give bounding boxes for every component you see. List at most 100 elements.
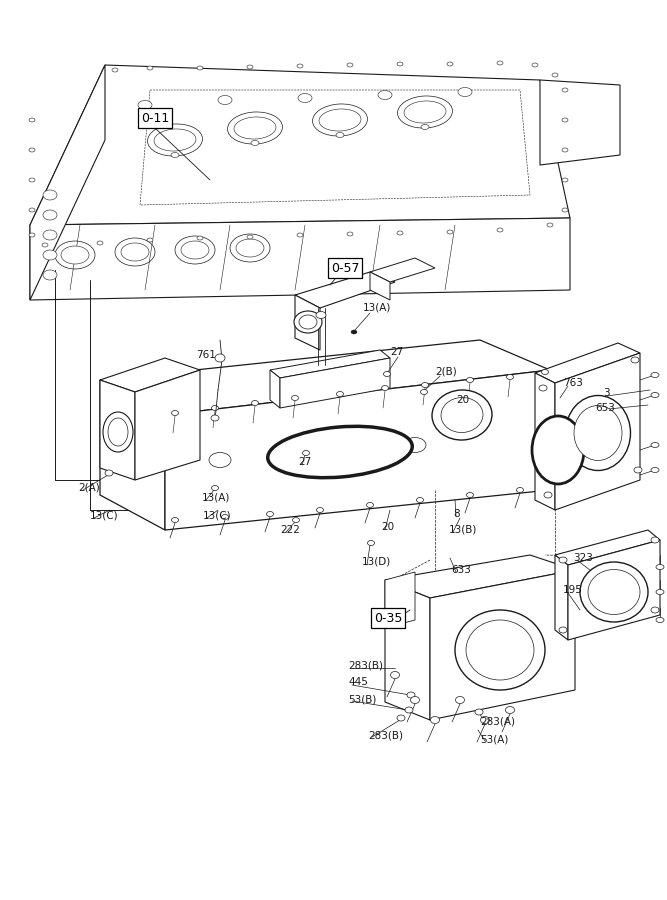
Ellipse shape [651, 373, 659, 377]
Text: 283(B): 283(B) [348, 660, 383, 670]
Polygon shape [270, 370, 280, 408]
Polygon shape [370, 258, 435, 282]
Ellipse shape [43, 230, 57, 240]
Ellipse shape [631, 357, 639, 363]
Ellipse shape [552, 73, 558, 77]
Ellipse shape [211, 406, 219, 410]
Ellipse shape [251, 140, 259, 146]
Ellipse shape [378, 91, 392, 100]
Ellipse shape [466, 620, 534, 680]
Ellipse shape [147, 66, 153, 70]
Ellipse shape [562, 208, 568, 212]
Ellipse shape [574, 406, 622, 461]
Ellipse shape [532, 416, 584, 484]
Ellipse shape [651, 443, 659, 447]
Text: 27: 27 [298, 457, 311, 467]
Ellipse shape [299, 315, 317, 329]
Ellipse shape [43, 190, 57, 200]
Text: 653: 653 [595, 403, 615, 413]
Ellipse shape [313, 104, 368, 136]
Polygon shape [30, 218, 570, 300]
Ellipse shape [181, 241, 209, 259]
Ellipse shape [562, 148, 568, 152]
Ellipse shape [29, 208, 35, 212]
Polygon shape [385, 580, 430, 720]
Ellipse shape [197, 66, 203, 70]
Ellipse shape [407, 692, 415, 698]
Ellipse shape [497, 61, 503, 65]
Ellipse shape [532, 63, 538, 67]
Ellipse shape [397, 231, 403, 235]
Ellipse shape [211, 485, 219, 490]
Ellipse shape [294, 311, 322, 333]
Ellipse shape [230, 234, 270, 262]
Ellipse shape [404, 101, 446, 123]
Ellipse shape [421, 124, 429, 130]
Ellipse shape [447, 230, 453, 234]
Ellipse shape [171, 518, 179, 523]
Text: 195: 195 [563, 585, 583, 595]
Ellipse shape [175, 236, 215, 264]
Ellipse shape [55, 241, 95, 269]
Ellipse shape [497, 228, 503, 232]
Ellipse shape [42, 243, 48, 247]
Text: 2(B): 2(B) [435, 367, 457, 377]
Ellipse shape [382, 385, 388, 391]
Text: 20: 20 [456, 395, 469, 405]
Ellipse shape [211, 415, 219, 421]
Ellipse shape [651, 537, 659, 543]
Ellipse shape [291, 395, 299, 400]
Polygon shape [370, 272, 390, 300]
Ellipse shape [29, 233, 35, 237]
Ellipse shape [475, 709, 483, 715]
Polygon shape [280, 358, 390, 408]
Ellipse shape [441, 398, 483, 433]
Ellipse shape [336, 392, 344, 397]
Ellipse shape [366, 502, 374, 508]
Ellipse shape [227, 112, 283, 144]
Ellipse shape [138, 101, 152, 110]
Text: 283(B): 283(B) [368, 730, 403, 740]
Polygon shape [555, 555, 568, 640]
Ellipse shape [422, 382, 428, 388]
Text: 13(C): 13(C) [203, 511, 231, 521]
Text: 13(C): 13(C) [90, 511, 119, 521]
Ellipse shape [209, 453, 231, 467]
Ellipse shape [267, 427, 412, 478]
Ellipse shape [390, 671, 400, 679]
Ellipse shape [297, 64, 303, 68]
Ellipse shape [247, 235, 253, 239]
Ellipse shape [458, 87, 472, 96]
Polygon shape [555, 530, 660, 565]
Ellipse shape [154, 129, 196, 151]
Ellipse shape [656, 617, 664, 623]
Ellipse shape [336, 132, 344, 138]
Text: 283(A): 283(A) [480, 717, 515, 727]
Ellipse shape [108, 418, 128, 446]
Text: 13(B): 13(B) [449, 525, 478, 535]
Ellipse shape [656, 590, 664, 595]
Ellipse shape [516, 488, 524, 492]
Polygon shape [385, 572, 415, 628]
Ellipse shape [566, 395, 630, 471]
Polygon shape [30, 65, 105, 300]
Ellipse shape [236, 239, 264, 257]
Polygon shape [535, 373, 555, 510]
Text: 8: 8 [453, 509, 460, 519]
Ellipse shape [562, 178, 568, 182]
Ellipse shape [455, 610, 545, 690]
Text: 13(A): 13(A) [363, 303, 392, 313]
Polygon shape [295, 272, 395, 308]
Ellipse shape [103, 412, 133, 452]
Ellipse shape [274, 447, 296, 463]
Text: 0-35: 0-35 [374, 611, 402, 625]
Text: 53(A): 53(A) [480, 734, 508, 744]
Text: 3: 3 [603, 388, 610, 398]
Ellipse shape [547, 223, 553, 227]
Polygon shape [385, 555, 575, 598]
Polygon shape [295, 295, 320, 350]
Text: 53(B): 53(B) [348, 694, 376, 704]
Text: 2(A): 2(A) [78, 482, 100, 492]
Polygon shape [555, 353, 640, 510]
Ellipse shape [215, 354, 225, 362]
